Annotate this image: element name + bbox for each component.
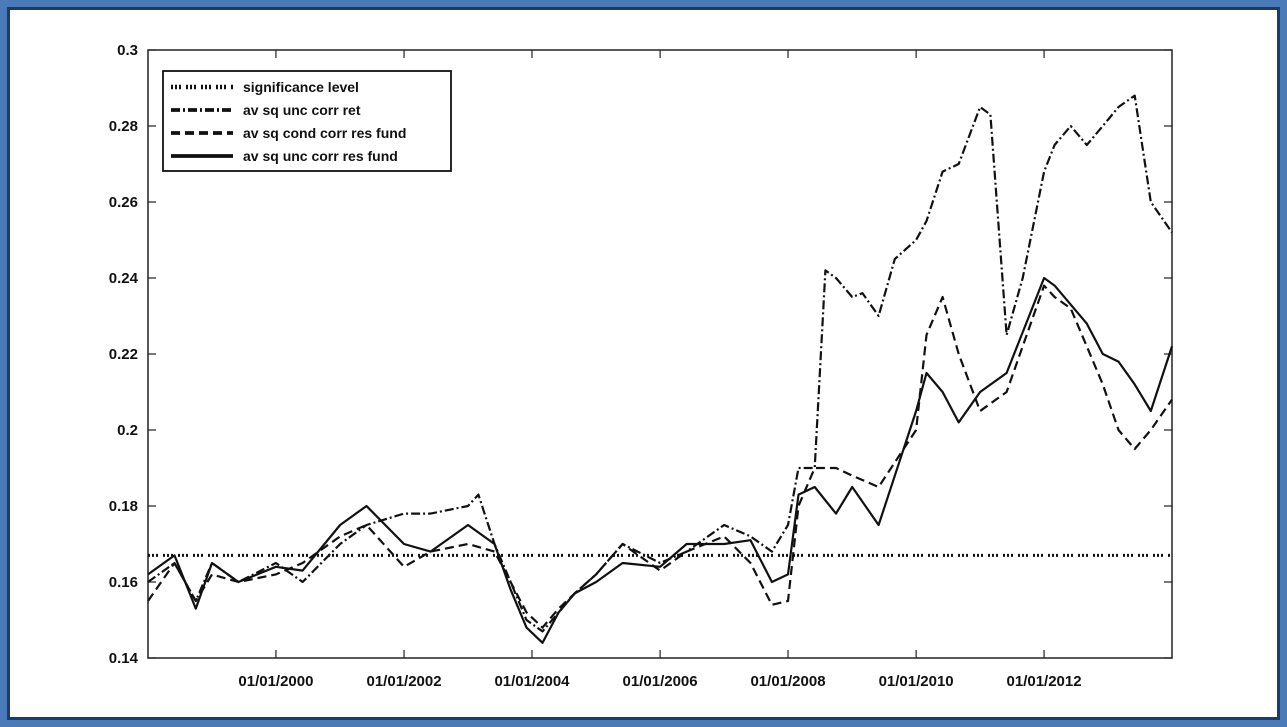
x-tick-label: 01/01/2002 (367, 673, 442, 690)
legend: significance level av sq unc corr ret av s… (162, 70, 452, 172)
x-tick-label: 01/01/2012 (1007, 673, 1082, 690)
x-axis: 01/01/2000 01/01/2002 01/01/2004 01/01/2006… (238, 50, 1082, 690)
y-tick-label: 0.24 (109, 270, 139, 287)
x-tick-label: 01/01/2008 (750, 673, 825, 690)
legend-label: av sq cond corr res fund (243, 125, 406, 141)
x-tick-label: 01/01/2010 (879, 673, 954, 690)
y-tick-label: 0.26 (109, 194, 138, 211)
series-layer (147, 94, 1174, 644)
y-tick-label: 0.16 (109, 574, 138, 591)
y-tick-label: 0.14 (109, 650, 139, 667)
x-tick-label: 01/01/2004 (494, 673, 570, 690)
line-chart: 0.14 0.16 0.18 0.2 0.22 0.24 0.26 0.28 0.3 01/01… (109, 42, 1174, 690)
y-tick-label: 0.28 (109, 118, 138, 135)
x-tick-label: 01/01/2006 (623, 673, 698, 690)
legend-label: av sq unc corr ret (243, 102, 361, 118)
series-line-3 (147, 276, 1174, 644)
legend-label: av sq unc corr res fund (243, 148, 398, 164)
y-axis: 0.14 0.16 0.18 0.2 0.22 0.24 0.26 0.28 0.3 (109, 42, 1172, 667)
y-tick-label: 0.2 (117, 422, 138, 439)
y-tick-label: 0.3 (117, 42, 138, 59)
series-line-2 (147, 284, 1173, 629)
y-tick-label: 0.18 (109, 498, 138, 515)
legend-label: significance level (243, 79, 359, 95)
chart-frame: 0.14 0.16 0.18 0.2 0.22 0.24 0.26 0.28 0.3 01/01… (7, 7, 1280, 720)
x-tick-label: 01/01/2000 (238, 673, 313, 690)
y-tick-label: 0.22 (109, 346, 138, 363)
series-line-1 (147, 94, 1173, 633)
